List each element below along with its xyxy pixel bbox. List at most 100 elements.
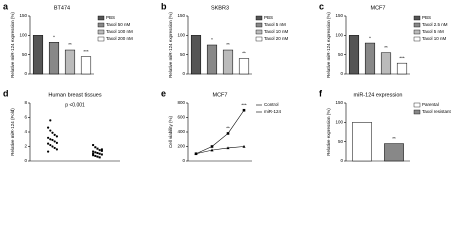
y-tick-label: 2 — [24, 144, 27, 149]
y-tick-label: 50 — [22, 52, 28, 57]
legend-swatch — [255, 22, 263, 28]
y-tick-label: 0 — [182, 71, 185, 76]
legend-label: Taxol 10 nM — [264, 29, 289, 34]
legend-label: Parental — [422, 102, 439, 107]
point — [49, 143, 52, 147]
bar — [396, 62, 408, 75]
point — [49, 129, 52, 132]
point — [100, 149, 103, 152]
legend-swatch — [97, 29, 105, 35]
point — [226, 146, 230, 150]
point — [47, 150, 50, 153]
y-axis-label: Relative miR-124 (Fold) — [10, 108, 15, 156]
point — [51, 131, 54, 134]
panel-title: SKBR3 — [211, 5, 229, 11]
legend-swatch — [413, 102, 421, 108]
point — [55, 141, 59, 144]
figure: a BT474 Relative miR-124 expression (%) 0 50… — [3, 1, 452, 163]
significance: * — [211, 37, 213, 42]
point — [49, 119, 52, 122]
y-tick-label: 50 — [338, 52, 344, 57]
legend-swatch — [413, 22, 421, 28]
y-tick-label: 150 — [177, 13, 185, 18]
legend-label: Taxol 20 nM — [264, 36, 289, 41]
y-tick-label: 150 — [19, 13, 27, 18]
significance: * — [369, 35, 371, 40]
point — [98, 156, 101, 159]
legend-label: Taxol 50 nM — [106, 22, 131, 27]
point — [98, 152, 101, 155]
y-tick-label: 100 — [335, 120, 343, 125]
point — [92, 144, 95, 147]
y-tick-label: 100 — [19, 33, 27, 38]
y-axis-label: Relative miR-124 expression (%) — [168, 12, 173, 78]
point — [55, 135, 59, 138]
legend-label: Taxol 5 nM — [264, 22, 286, 27]
point — [96, 152, 99, 155]
point — [53, 133, 56, 136]
legend-swatch — [413, 29, 421, 35]
point — [92, 154, 95, 157]
significance: ** — [68, 42, 72, 47]
point — [51, 138, 54, 142]
significance: *** — [241, 102, 247, 107]
legend-label: PBS — [422, 15, 431, 20]
point — [94, 146, 97, 149]
y-tick-label: 150 — [335, 13, 343, 18]
y-tick-label: 100 — [177, 33, 185, 38]
y-tick-label: 600 — [177, 115, 185, 120]
y-tick-label: 200 — [177, 144, 185, 149]
point — [210, 145, 214, 148]
point — [96, 155, 99, 158]
y-tick-label: 150 — [335, 100, 343, 105]
point — [53, 140, 56, 143]
point — [194, 152, 198, 155]
y-axis-label: Relative expression (%) — [326, 108, 331, 156]
legend-swatch — [413, 15, 421, 21]
significance: ** — [392, 136, 396, 141]
y-tick-label: 4 — [24, 129, 27, 134]
bar — [206, 44, 218, 75]
point — [47, 136, 50, 139]
bar — [80, 56, 92, 75]
y-tick-label: 50 — [338, 139, 344, 144]
y-tick-label: 100 — [335, 33, 343, 38]
point — [55, 148, 59, 151]
bar — [48, 42, 60, 75]
significance: ** — [242, 51, 246, 56]
bar — [352, 122, 372, 162]
y-axis-label: Relative miR-124 expression (%) — [10, 12, 15, 78]
point — [53, 146, 56, 150]
point — [100, 153, 103, 156]
y-tick-label: 400 — [177, 129, 185, 134]
point — [100, 148, 103, 151]
point — [96, 147, 99, 150]
legend-label: Taxol 10 nM — [422, 36, 447, 41]
legend-swatch — [97, 22, 105, 28]
point — [242, 108, 246, 112]
panel-label: d — [3, 88, 9, 98]
panel-title: Human breast tissues — [48, 92, 101, 98]
legend-swatch — [255, 36, 263, 42]
legend-swatch — [97, 36, 105, 42]
panel-label: e — [161, 88, 166, 98]
legend-label: Taxol 200 nM — [106, 36, 133, 41]
bar — [238, 58, 250, 75]
legend-label: Taxol 100 nM — [106, 29, 133, 34]
bar — [222, 49, 234, 75]
y-tick-label: 0 — [340, 71, 343, 76]
y-tick-label: 0 — [182, 158, 185, 163]
line — [195, 146, 245, 155]
y-tick-label: 6 — [24, 115, 27, 120]
y-tick-label: 0 — [340, 158, 343, 163]
bar — [364, 42, 376, 75]
y-tick-label: 8 — [24, 100, 27, 105]
panel-title: BT474 — [54, 5, 70, 11]
panel-label: c — [319, 1, 324, 11]
panel-title: MCF7 — [371, 5, 386, 11]
panel-label: b — [161, 1, 167, 11]
significance: ** — [226, 126, 230, 131]
point — [92, 152, 95, 155]
point — [226, 132, 230, 135]
point — [49, 138, 52, 141]
